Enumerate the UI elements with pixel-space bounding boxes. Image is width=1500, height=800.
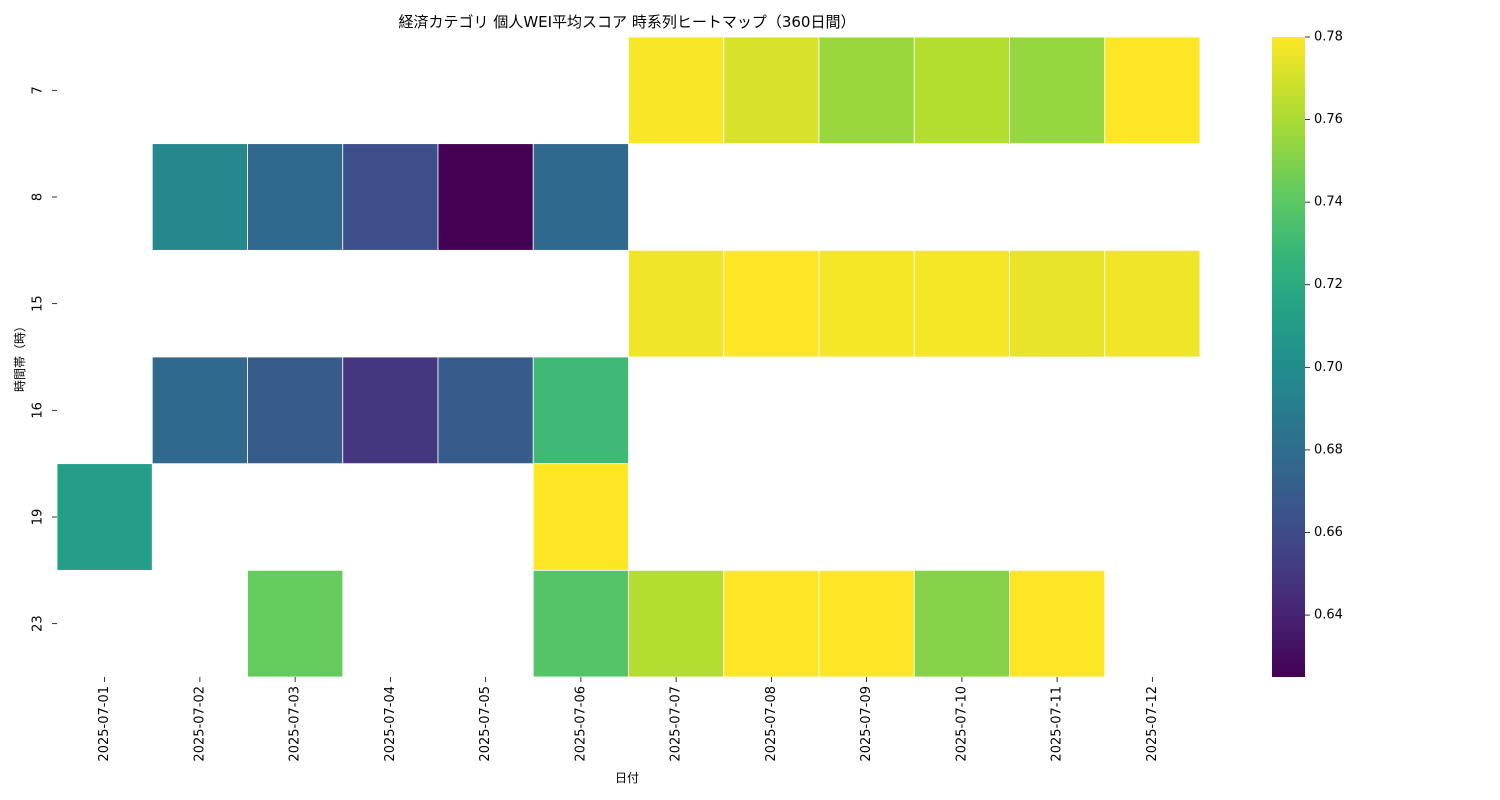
x-tick-label: 2025-07-02 xyxy=(192,686,207,762)
chart-title: 経済カテゴリ 個人WEI平均スコア 時系列ヒートマップ（360日間） xyxy=(399,13,856,31)
x-tick-label: 2025-07-11 xyxy=(1050,686,1065,762)
x-tick-label: 2025-07-01 xyxy=(97,686,112,762)
heatmap-cell xyxy=(1104,36,1201,145)
heatmap-cell xyxy=(532,143,629,251)
colorbar-tick-label: 0.76 xyxy=(1314,112,1343,127)
x-tick-label: 2025-07-03 xyxy=(288,686,303,762)
colorbar xyxy=(1272,37,1305,677)
heatmap-cell xyxy=(628,569,725,678)
colorbar-tick-label: 0.74 xyxy=(1314,195,1343,210)
y-tick-label: 23 xyxy=(31,615,46,632)
heatmap-cell xyxy=(532,463,629,571)
heatmap-cell xyxy=(818,569,915,678)
heatmap-cell xyxy=(1009,249,1106,358)
heatmap-cell xyxy=(913,569,1010,678)
x-axis: 2025-07-01 2025-07-02 2025-07-03 2025-07-04… xyxy=(97,677,1160,762)
y-axis: 7 8 15 16 19 23 xyxy=(31,86,57,632)
heatmap-cell xyxy=(1009,569,1106,678)
heatmap-cell xyxy=(913,249,1010,358)
colorbar-tick-label: 0.64 xyxy=(1314,608,1343,623)
y-tick-label: 19 xyxy=(31,509,46,526)
heatmap-cell xyxy=(56,463,153,571)
y-tick-label: 8 xyxy=(31,193,46,201)
heatmap-cell xyxy=(818,249,915,358)
heatmap-cell xyxy=(723,249,820,358)
y-tick-label: 15 xyxy=(31,295,46,312)
heatmap-cell xyxy=(437,143,534,251)
x-axis-label: 日付 xyxy=(615,771,639,785)
x-tick-label: 2025-07-07 xyxy=(669,686,684,762)
heatmap-cell xyxy=(723,569,820,678)
colorbar-tick-label: 0.78 xyxy=(1314,30,1343,45)
heatmap-cell xyxy=(1104,249,1201,358)
heatmap-cell xyxy=(342,143,439,251)
heatmap-cell xyxy=(437,356,534,465)
heatmap-cell xyxy=(151,356,248,465)
heatmap-cell xyxy=(723,36,820,145)
heatmap-cells xyxy=(56,36,1201,678)
y-tick-label: 16 xyxy=(31,402,46,419)
colorbar-ticks: 0.64 0.66 0.68 0.70 0.72 0.74 0.76 0.78 xyxy=(1305,30,1343,623)
heatmap-cell xyxy=(247,356,344,465)
heatmap-cell xyxy=(247,143,344,251)
x-tick-label: 2025-07-06 xyxy=(573,686,588,762)
x-tick-label: 2025-07-05 xyxy=(478,686,493,762)
heatmap-cell xyxy=(628,249,725,358)
colorbar-tick-label: 0.70 xyxy=(1314,360,1343,375)
colorbar-tick-label: 0.72 xyxy=(1314,277,1343,292)
colorbar-tick-label: 0.68 xyxy=(1314,442,1343,457)
x-tick-label: 2025-07-10 xyxy=(954,686,969,762)
heatmap-cell xyxy=(532,356,629,465)
y-axis-label: 時間帯（時） xyxy=(13,320,27,392)
heatmap-cell xyxy=(342,356,439,465)
heatmap-cell xyxy=(151,143,248,251)
heatmap-cell xyxy=(247,569,344,678)
x-tick-label: 2025-07-04 xyxy=(383,686,398,762)
heatmap-cell xyxy=(628,36,725,145)
x-tick-label: 2025-07-12 xyxy=(1145,686,1160,762)
y-tick-label: 7 xyxy=(31,86,46,94)
x-tick-label: 2025-07-09 xyxy=(859,686,874,762)
x-tick-label: 2025-07-08 xyxy=(764,686,779,762)
heatmap-cell xyxy=(913,36,1010,145)
colorbar-tick-label: 0.66 xyxy=(1314,525,1343,540)
heatmap-cell xyxy=(532,569,629,678)
heatmap-cell xyxy=(1009,36,1106,145)
heatmap-cell xyxy=(818,36,915,145)
